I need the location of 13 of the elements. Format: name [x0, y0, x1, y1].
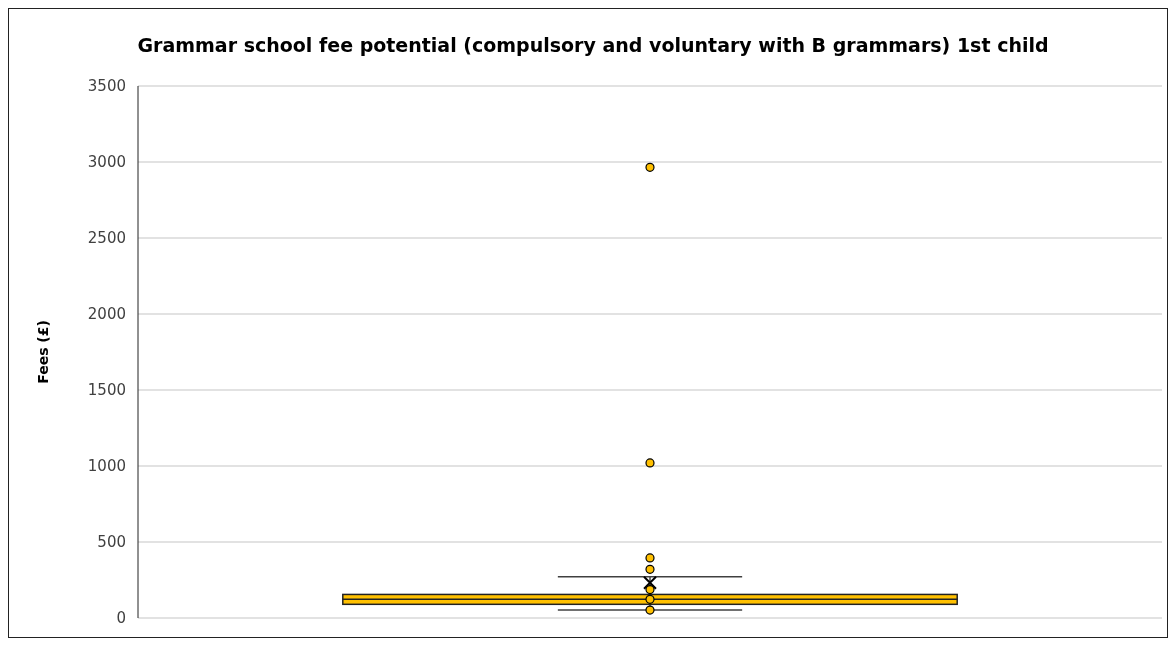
y-axis-title: Fees (£): [35, 320, 51, 384]
y-tick-label: 3500: [87, 77, 126, 96]
y-tick-label: 1500: [87, 381, 126, 400]
y-tick-label: 1000: [87, 457, 126, 476]
y-tick-label: 500: [97, 533, 126, 552]
y-tick-label: 0: [116, 609, 126, 628]
point: [645, 605, 655, 615]
point: [645, 584, 655, 595]
y-tick-label: 2500: [87, 229, 126, 248]
y-tick-label: 3000: [87, 153, 126, 172]
y-tick-label: 2000: [87, 305, 126, 324]
chart-title: Grammar school fee potential (compulsory and voluntary with B grammars) 1st child: [137, 34, 1049, 56]
point: [645, 594, 655, 604]
